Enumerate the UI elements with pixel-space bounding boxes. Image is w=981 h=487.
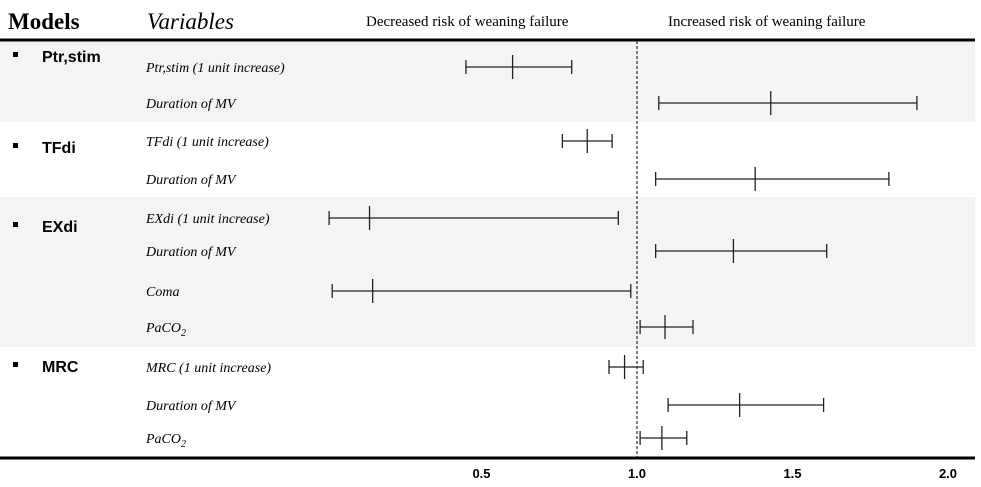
variable-subscript: 2 xyxy=(181,328,186,339)
variables-header: Variables xyxy=(147,9,234,34)
group-band xyxy=(0,197,975,347)
variable-label: Ptr,stim (1 unit increase) xyxy=(145,61,285,76)
model-label: TFdi xyxy=(42,140,76,157)
variable-label: Duration of MV xyxy=(145,245,237,260)
variable-label: Duration of MV xyxy=(145,97,237,112)
x-tick-label: 0.5 xyxy=(472,466,490,481)
variable-label: Coma xyxy=(146,285,179,300)
variable-label: MRC (1 unit increase) xyxy=(145,361,271,376)
increased-risk-header: Increased risk of weaning failure xyxy=(668,14,866,30)
variable-label: Duration of MV xyxy=(145,399,237,414)
ci-marks xyxy=(328,55,918,450)
variable-label: TFdi (1 unit increase) xyxy=(146,135,269,150)
variable-label: PaCO2 xyxy=(145,432,186,450)
model-label: MRC xyxy=(42,359,79,376)
variable-subscript: 2 xyxy=(181,439,186,450)
group-bands xyxy=(0,42,975,347)
variable-label: EXdi (1 unit increase) xyxy=(145,212,270,227)
x-tick-label: 2.0 xyxy=(939,466,957,481)
variable-label: Duration of MV xyxy=(145,173,237,188)
bullet-icon xyxy=(13,52,18,57)
model-label: EXdi xyxy=(42,219,78,236)
bullet-icon xyxy=(13,143,18,148)
variable-label: PaCO2 xyxy=(145,321,186,339)
group-band xyxy=(0,42,975,122)
decreased-risk-header: Decreased risk of weaning failure xyxy=(366,14,569,30)
row-labels: Ptr,stim Ptr,stim (1 unit increase) Durati… xyxy=(13,49,285,450)
bullet-icon xyxy=(13,222,18,227)
x-axis-ticks: 0.5 1.0 1.5 2.0 xyxy=(472,466,957,481)
x-tick-label: 1.0 xyxy=(628,466,646,481)
x-tick-label: 1.5 xyxy=(783,466,801,481)
bullet-icon xyxy=(13,362,18,367)
models-header: Models xyxy=(8,9,80,34)
model-label: Ptr,stim xyxy=(42,49,101,66)
